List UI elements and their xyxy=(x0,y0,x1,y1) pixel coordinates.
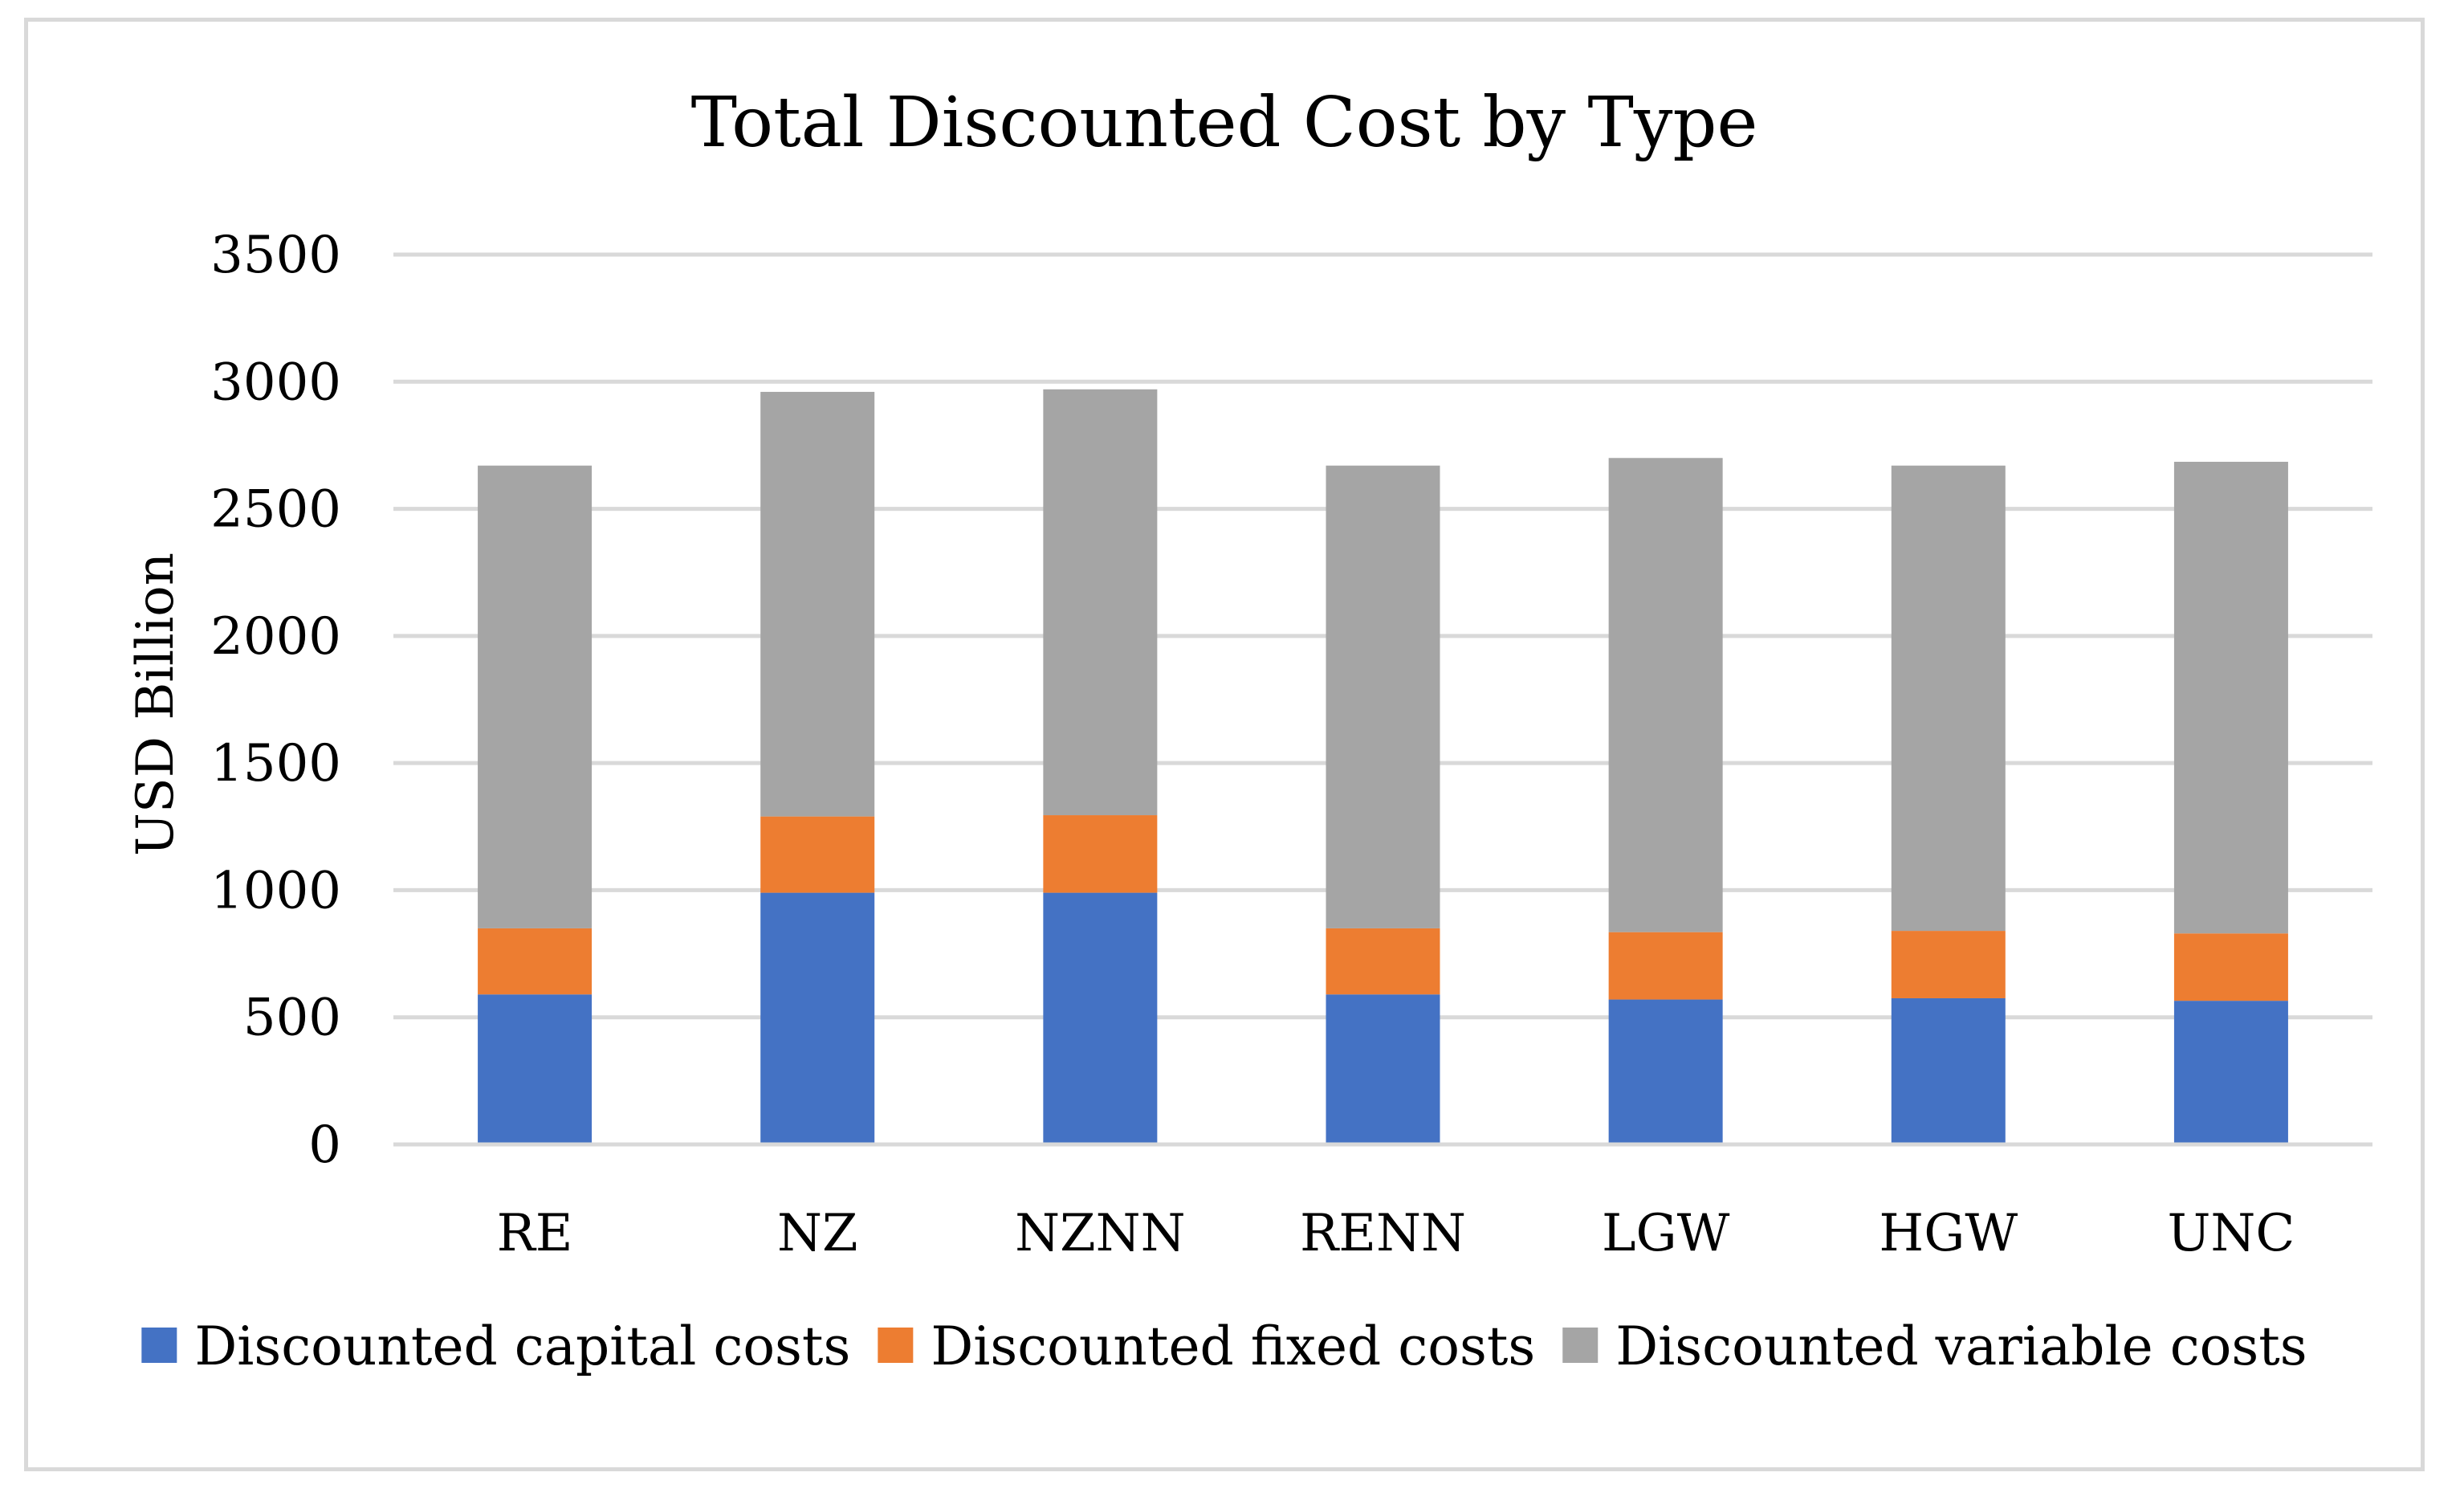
x-tick-label-nznn: NZNN xyxy=(1015,1204,1185,1263)
legend-label: Discounted variable costs xyxy=(1615,1315,2307,1377)
bar-hgw-discounted-fixed-costs xyxy=(1891,931,2006,998)
bar-nznn-discounted-capital-costs xyxy=(1043,892,1158,1144)
bar-unc-discounted-variable-costs xyxy=(2173,462,2288,934)
legend-label: Discounted capital costs xyxy=(194,1315,850,1377)
bar-nznn-discounted-fixed-costs xyxy=(1043,815,1158,893)
legend: Discounted capital costs Discounted fixed… xyxy=(141,1315,2307,1377)
bar-renn-discounted-variable-costs xyxy=(1326,465,1440,928)
bar-re-discounted-variable-costs xyxy=(478,465,593,928)
bar-lgw-discounted-fixed-costs xyxy=(1608,932,1723,1000)
x-tick-label-hgw: HGW xyxy=(1879,1204,2018,1263)
x-tick-label-renn: RENN xyxy=(1300,1204,1466,1263)
chart-frame: Total Discounted Cost by Type USD Billio… xyxy=(24,18,2425,1471)
bar-lgw-discounted-variable-costs xyxy=(1608,458,1723,932)
bar-unc-discounted-capital-costs xyxy=(2173,1001,2288,1144)
y-axis-label: USD Billion xyxy=(126,553,185,856)
x-tick-labels: RE NZ NZNN RENN LGW HGW UNC xyxy=(497,1204,2295,1263)
legend-item-discounted-variable-costs: Discounted variable costs xyxy=(1562,1315,2307,1377)
bar-renn-discounted-fixed-costs xyxy=(1326,928,1440,995)
bar-hgw-discounted-capital-costs xyxy=(1891,997,2006,1144)
y-tick-label: 0 xyxy=(308,1116,341,1175)
x-tick-label-lgw: LGW xyxy=(1602,1204,1730,1263)
y-tick-labels: 0 500 1000 1500 2000 2500 3000 3500 xyxy=(210,226,341,1175)
y-tick-label: 1000 xyxy=(210,861,341,920)
legend-label: Discounted fixed costs xyxy=(931,1315,1535,1377)
chart-title: Total Discounted Cost by Type xyxy=(691,83,1758,163)
y-tick-label: 2500 xyxy=(210,480,341,540)
x-tick-label-re: RE xyxy=(497,1204,573,1263)
bar-nz-discounted-fixed-costs xyxy=(760,816,875,893)
bar-layer xyxy=(393,389,2372,1147)
legend-swatch xyxy=(878,1328,914,1363)
y-tick-label: 3500 xyxy=(210,226,341,285)
bar-hgw-discounted-variable-costs xyxy=(1891,465,2006,932)
x-tick-label-nz: NZ xyxy=(777,1204,857,1263)
y-tick-label: 3000 xyxy=(210,353,341,412)
legend-item-discounted-fixed-costs: Discounted fixed costs xyxy=(878,1315,1535,1377)
bar-re-discounted-fixed-costs xyxy=(478,928,593,995)
legend-swatch xyxy=(141,1328,177,1363)
legend-item-discounted-capital-costs: Discounted capital costs xyxy=(141,1315,850,1377)
bar-nznn-discounted-variable-costs xyxy=(1043,389,1158,816)
bar-nz-discounted-capital-costs xyxy=(760,892,875,1144)
y-tick-label: 500 xyxy=(243,989,341,1048)
x-tick-label-unc: UNC xyxy=(2167,1204,2295,1263)
bar-unc-discounted-fixed-costs xyxy=(2173,933,2288,1001)
legend-swatch xyxy=(1562,1328,1599,1363)
y-tick-label: 2000 xyxy=(210,607,341,667)
bar-re-discounted-capital-costs xyxy=(478,994,593,1144)
bar-renn-discounted-capital-costs xyxy=(1326,994,1440,1144)
bar-nz-discounted-variable-costs xyxy=(760,391,875,817)
bar-lgw-discounted-capital-costs xyxy=(1608,999,1723,1144)
y-tick-label: 1500 xyxy=(210,734,341,793)
chart-svg: Total Discounted Cost by Type USD Billio… xyxy=(126,83,2372,1377)
